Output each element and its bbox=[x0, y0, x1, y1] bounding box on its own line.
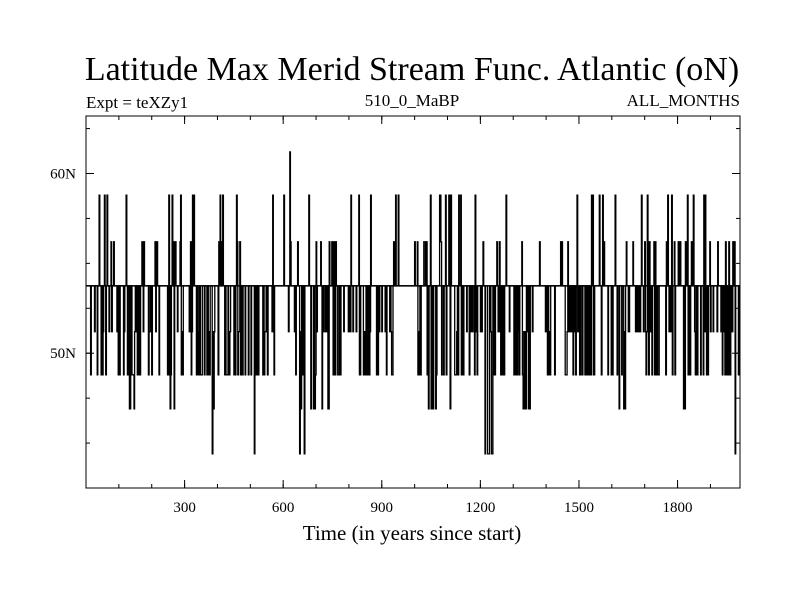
subtitle-left: Expt = teXZy1 bbox=[86, 93, 188, 112]
x-tick-label: 600 bbox=[272, 500, 295, 516]
chart-title: Latitude Max Merid Stream Func. Atlantic… bbox=[85, 51, 739, 88]
y-tick-label: 50N bbox=[50, 346, 76, 362]
x-axis-label: Time (in years since start) bbox=[303, 521, 522, 545]
plot-frame bbox=[85, 115, 741, 489]
plot-area: 300 600 900 1200 1500 1800 50N 60N bbox=[50, 115, 741, 516]
x-tick-label: 300 bbox=[173, 500, 196, 516]
x-tick-label: 1800 bbox=[663, 500, 693, 516]
x-tick-label: 1500 bbox=[564, 500, 594, 516]
series-line bbox=[86, 151, 741, 455]
subtitle-center: 510_0_MaBP bbox=[365, 91, 459, 110]
x-tick-label: 1200 bbox=[465, 500, 495, 516]
x-tick-label: 900 bbox=[371, 500, 394, 516]
y-tick-label: 60N bbox=[50, 167, 76, 183]
subtitle-right: ALL_MONTHS bbox=[627, 91, 740, 110]
